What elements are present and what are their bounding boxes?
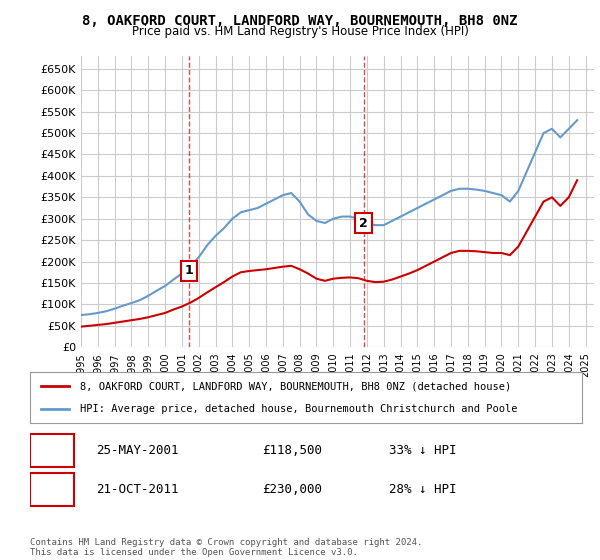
Text: 25-MAY-2001: 25-MAY-2001 [96, 444, 179, 456]
Text: Price paid vs. HM Land Registry's House Price Index (HPI): Price paid vs. HM Land Registry's House … [131, 25, 469, 38]
Text: £118,500: £118,500 [262, 444, 322, 456]
Text: 28% ↓ HPI: 28% ↓ HPI [389, 483, 457, 496]
Text: 8, OAKFORD COURT, LANDFORD WAY, BOURNEMOUTH, BH8 0NZ (detached house): 8, OAKFORD COURT, LANDFORD WAY, BOURNEMO… [80, 381, 511, 391]
Text: 21-OCT-2011: 21-OCT-2011 [96, 483, 179, 496]
Text: 1: 1 [184, 264, 193, 277]
Text: HPI: Average price, detached house, Bournemouth Christchurch and Poole: HPI: Average price, detached house, Bour… [80, 404, 517, 414]
Text: £230,000: £230,000 [262, 483, 322, 496]
Text: 2: 2 [49, 483, 56, 496]
FancyBboxPatch shape [30, 473, 74, 506]
Text: 2: 2 [359, 217, 368, 230]
Text: Contains HM Land Registry data © Crown copyright and database right 2024.
This d: Contains HM Land Registry data © Crown c… [30, 538, 422, 557]
FancyBboxPatch shape [30, 433, 74, 466]
Text: 1: 1 [49, 444, 56, 456]
Text: 33% ↓ HPI: 33% ↓ HPI [389, 444, 457, 456]
Text: 8, OAKFORD COURT, LANDFORD WAY, BOURNEMOUTH, BH8 0NZ: 8, OAKFORD COURT, LANDFORD WAY, BOURNEMO… [82, 14, 518, 28]
